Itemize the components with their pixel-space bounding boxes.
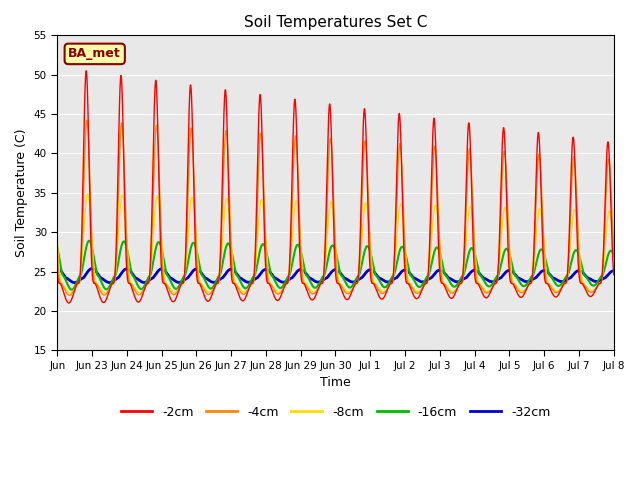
- -4cm: [481, 289, 489, 295]
- -4cm: [83, 118, 91, 123]
- -2cm: [490, 283, 497, 288]
- -16cm: [465, 251, 472, 256]
- -32cm: [610, 268, 618, 274]
- -8cm: [67, 290, 74, 296]
- -8cm: [465, 209, 472, 215]
- Text: BA_met: BA_met: [68, 48, 121, 60]
- -32cm: [71, 280, 79, 286]
- -8cm: [53, 235, 61, 241]
- -16cm: [610, 252, 618, 258]
- -32cm: [490, 279, 497, 285]
- Line: -8cm: -8cm: [57, 194, 614, 293]
- -2cm: [465, 120, 472, 126]
- -8cm: [481, 287, 489, 293]
- -16cm: [85, 238, 93, 244]
- -2cm: [65, 300, 73, 306]
- Line: -4cm: -4cm: [57, 120, 614, 295]
- Line: -2cm: -2cm: [57, 71, 614, 303]
- -16cm: [413, 283, 421, 288]
- -16cm: [150, 258, 157, 264]
- -2cm: [413, 296, 421, 301]
- -4cm: [610, 252, 618, 258]
- -8cm: [413, 289, 421, 295]
- -32cm: [425, 276, 433, 282]
- -2cm: [83, 68, 90, 73]
- -32cm: [53, 265, 61, 271]
- -4cm: [413, 290, 421, 296]
- -32cm: [481, 276, 489, 281]
- -2cm: [425, 264, 433, 270]
- X-axis label: Time: Time: [320, 376, 351, 389]
- Line: -16cm: -16cm: [57, 241, 614, 289]
- -8cm: [610, 244, 618, 250]
- -32cm: [465, 272, 472, 278]
- -2cm: [481, 294, 489, 300]
- -4cm: [150, 186, 157, 192]
- -2cm: [53, 267, 61, 273]
- -8cm: [84, 191, 92, 197]
- -4cm: [465, 150, 472, 156]
- -2cm: [150, 144, 157, 150]
- -8cm: [150, 229, 157, 235]
- -16cm: [68, 287, 76, 292]
- Legend: -2cm, -4cm, -8cm, -16cm, -32cm: -2cm, -4cm, -8cm, -16cm, -32cm: [116, 401, 556, 424]
- -32cm: [413, 277, 421, 283]
- -8cm: [490, 284, 497, 289]
- Y-axis label: Soil Temperature (C): Soil Temperature (C): [15, 129, 28, 257]
- -16cm: [490, 279, 497, 285]
- -8cm: [425, 272, 433, 278]
- Title: Soil Temperatures Set C: Soil Temperatures Set C: [244, 15, 427, 30]
- -2cm: [610, 272, 618, 277]
- Line: -32cm: -32cm: [57, 268, 614, 283]
- -16cm: [425, 272, 433, 278]
- -4cm: [66, 292, 74, 298]
- -4cm: [490, 283, 497, 289]
- -16cm: [481, 280, 489, 286]
- -16cm: [53, 244, 61, 250]
- -32cm: [149, 275, 157, 280]
- -4cm: [425, 268, 433, 274]
- -4cm: [53, 243, 61, 249]
